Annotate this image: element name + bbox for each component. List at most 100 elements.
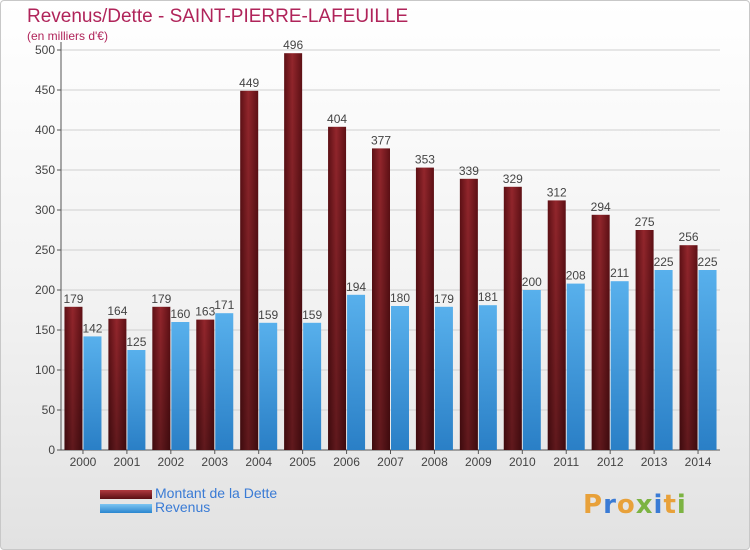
data-label-revenus: 225 (698, 255, 718, 269)
data-label-dette: 339 (459, 164, 479, 178)
data-label-revenus: 194 (346, 280, 366, 294)
logo-letter: P (583, 490, 604, 520)
data-label-revenus: 171 (214, 298, 234, 312)
bar-dette-shade (372, 148, 390, 450)
bar-revenus (259, 322, 278, 450)
x-tick-label: 2013 (641, 455, 668, 469)
y-tick-label: 200 (35, 283, 55, 297)
bar-dette-shade (108, 318, 127, 450)
data-label-dette: 179 (63, 292, 83, 306)
bar-revenus (391, 306, 409, 450)
bar-dette-shade (240, 90, 259, 451)
logo-letter: i (676, 490, 687, 520)
legend-label-dette: Montant de la Dette (155, 485, 278, 501)
bar-revenus (478, 305, 497, 450)
bar-dette-shade (328, 126, 347, 451)
x-tick-label: 2001 (114, 455, 141, 469)
logo-letter: x (635, 490, 654, 520)
y-tick-label: 500 (35, 43, 55, 57)
data-label-revenus: 179 (434, 292, 454, 306)
data-label-dette: 496 (283, 38, 303, 52)
legend-label-revenus: Revenus (155, 499, 211, 515)
y-tick-label: 100 (35, 363, 55, 377)
x-tick-label: 2000 (70, 455, 97, 469)
legend-swatch-revenus (100, 504, 152, 513)
bar-dette-shade (284, 53, 303, 450)
logo-letter: o (616, 490, 636, 520)
bar-revenus (654, 270, 673, 450)
bar-dette-shade (591, 214, 610, 450)
data-label-revenus: 225 (654, 255, 674, 269)
data-label-dette: 312 (547, 185, 567, 199)
data-label-revenus: 200 (522, 275, 542, 289)
logo-letter: r (603, 490, 617, 520)
data-label-revenus: 181 (478, 290, 498, 304)
bar-dette-shade (503, 186, 522, 451)
legend-swatch-dette (100, 490, 152, 499)
bar-dette-shade (547, 200, 566, 450)
data-label-dette: 256 (679, 230, 699, 244)
bar-revenus (171, 322, 190, 450)
data-label-dette: 449 (239, 76, 259, 90)
x-tick-label: 2003 (201, 455, 228, 469)
y-tick-label: 0 (48, 443, 55, 457)
bar-dette-shade (459, 178, 478, 451)
bar-revenus (522, 290, 541, 450)
x-tick-label: 2002 (157, 455, 184, 469)
proxiti-logo: Proxiti (583, 490, 687, 520)
data-label-revenus: 159 (258, 308, 278, 322)
y-tick-label: 450 (35, 83, 55, 97)
logo-letter: i (653, 490, 664, 520)
chart-title: Revenus/Dette - SAINT-PIERRE-LAFEUILLE (27, 6, 409, 27)
bar-revenus (566, 283, 585, 450)
x-tick-label: 2007 (377, 455, 404, 469)
data-label-dette: 377 (371, 133, 391, 147)
data-label-revenus: 160 (170, 307, 190, 321)
y-tick-label: 250 (35, 243, 55, 257)
x-tick-label: 2014 (685, 455, 712, 469)
y-tick-label: 50 (42, 403, 56, 417)
data-label-revenus: 125 (126, 335, 146, 349)
bar-dette-shade (152, 306, 171, 450)
bar-dette-shade (64, 306, 83, 450)
bar-revenus (303, 322, 322, 450)
bar-revenus (698, 270, 717, 450)
data-label-dette: 164 (107, 304, 127, 318)
logo-letter: t (663, 490, 677, 520)
data-label-dette: 404 (327, 112, 347, 126)
y-tick-label: 350 (35, 163, 55, 177)
data-label-dette: 275 (635, 215, 655, 229)
data-label-dette: 353 (415, 153, 435, 167)
bar-revenus (127, 350, 146, 450)
chart-subtitle: (en milliers d'€) (27, 29, 108, 43)
x-tick-label: 2006 (333, 455, 360, 469)
bar-revenus (215, 313, 234, 450)
bar-revenus (347, 294, 366, 450)
data-label-revenus: 159 (302, 308, 322, 322)
data-label-dette: 294 (591, 200, 611, 214)
y-tick-label: 150 (35, 323, 55, 337)
bar-dette-shade (635, 230, 654, 450)
x-tick-label: 2012 (597, 455, 624, 469)
y-tick-label: 400 (35, 123, 55, 137)
bar-dette-shade (196, 319, 215, 450)
data-label-revenus: 180 (390, 291, 410, 305)
x-tick-label: 2008 (421, 455, 448, 469)
bar-revenus (83, 336, 102, 450)
data-label-dette: 163 (195, 305, 215, 319)
data-label-revenus: 211 (610, 266, 629, 280)
x-tick-label: 2011 (553, 455, 579, 469)
x-tick-label: 2004 (245, 455, 272, 469)
data-label-dette: 179 (151, 292, 171, 306)
bar-revenus (610, 281, 629, 450)
bar-dette-shade (679, 245, 698, 450)
bar-revenus (434, 306, 453, 450)
data-label-dette: 329 (503, 172, 523, 186)
x-tick-label: 2010 (509, 455, 536, 469)
y-tick-label: 300 (35, 203, 55, 217)
bar-dette-shade (415, 167, 434, 450)
data-label-revenus: 208 (566, 269, 586, 283)
x-tick-label: 2005 (289, 455, 316, 469)
x-tick-label: 2009 (465, 455, 492, 469)
